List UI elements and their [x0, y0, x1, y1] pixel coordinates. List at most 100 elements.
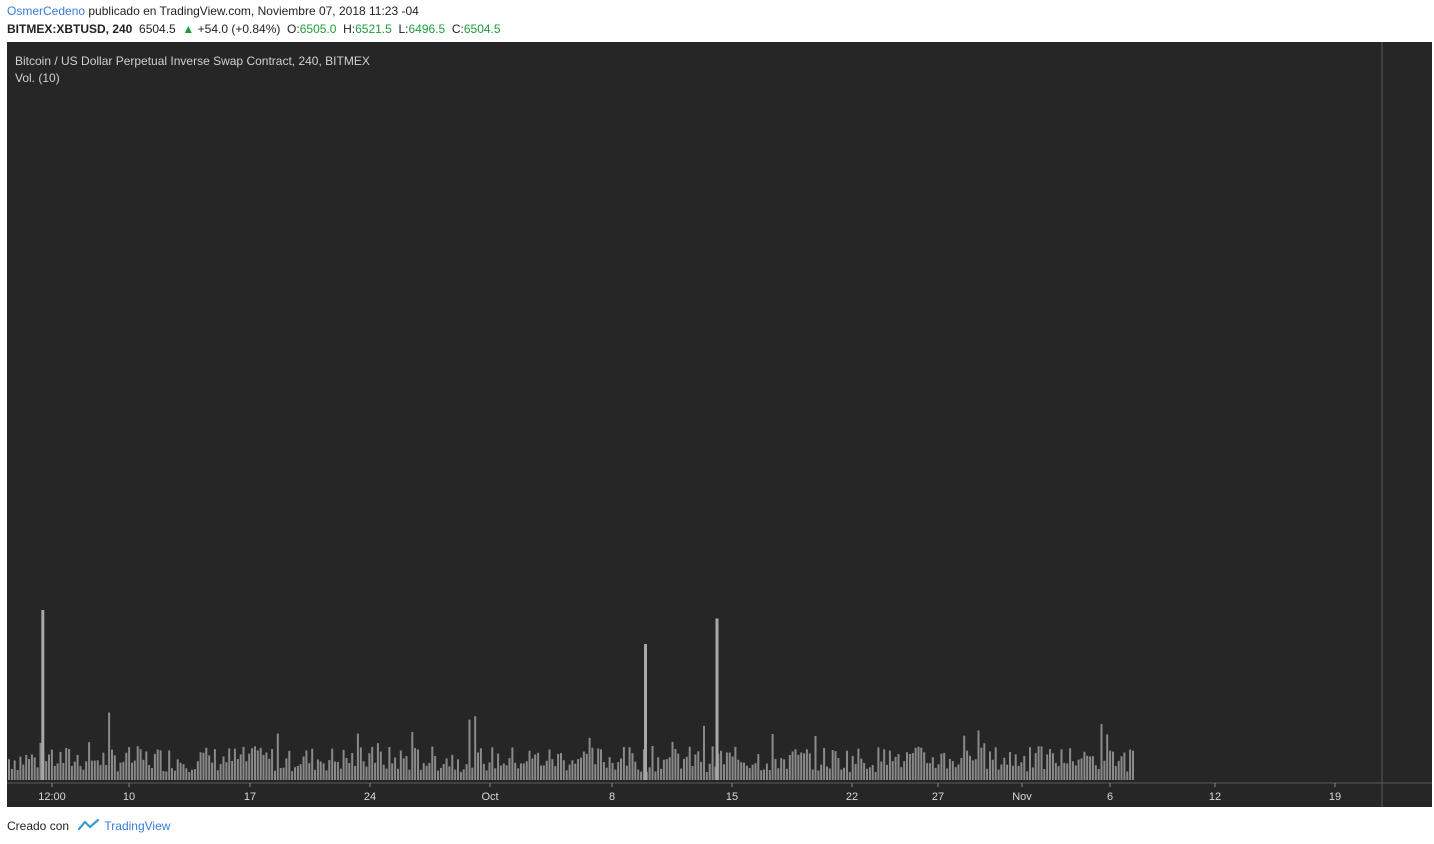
- volume-bar: [668, 757, 671, 780]
- volume-bar: [322, 763, 325, 780]
- volume-bar: [213, 749, 216, 780]
- volume-bar: [768, 770, 771, 780]
- tradingview-link[interactable]: TradingView: [104, 819, 171, 833]
- volume-bar: [1023, 755, 1026, 780]
- volume-bar: [202, 752, 205, 780]
- volume-bar: [657, 757, 660, 780]
- time-axis[interactable]: 12:00 10 17 24 Oct 8 15 22 27 Nov 6 12 19: [38, 783, 1341, 803]
- price-chart[interactable]: 5750.05800.05850.05900.05950.06000.06050…: [0, 40, 1434, 808]
- volume-bar: [491, 747, 494, 780]
- volume-bar: [857, 748, 860, 780]
- volume-bar: [462, 769, 465, 780]
- volume-bar: [662, 759, 665, 780]
- volume-bar: [837, 758, 840, 780]
- volume-bar: [242, 746, 245, 780]
- volume-bar: [582, 751, 585, 780]
- time-tick-label: 12:00: [38, 791, 66, 803]
- volume-bar: [954, 767, 957, 780]
- volume-bar: [485, 770, 488, 780]
- volume-bar: [897, 754, 900, 780]
- volume-bar: [708, 763, 711, 780]
- volume-bar: [454, 769, 457, 780]
- volume-bar: [374, 762, 377, 780]
- volume-bar: [946, 768, 949, 780]
- volume-bar: [311, 748, 314, 780]
- volume-bar: [302, 756, 305, 780]
- volume-bar: [168, 750, 171, 780]
- low-value: 6496.5: [408, 22, 446, 36]
- volume-bar: [665, 759, 668, 780]
- volume-bar: [159, 750, 162, 780]
- author-link[interactable]: OsmerCedeno: [7, 4, 86, 18]
- volume-bar: [13, 760, 16, 780]
- volume-bar: [797, 754, 800, 780]
- volume-bar: [325, 770, 328, 780]
- volume-bar: [560, 753, 562, 780]
- volume-bar: [989, 751, 991, 780]
- volume-bar: [991, 759, 994, 780]
- volume-bar: [703, 725, 705, 780]
- volume-bar: [362, 761, 365, 780]
- volume-bar: [88, 742, 91, 780]
- volume-bar: [814, 736, 817, 780]
- footer: Creado con TradingView: [7, 819, 170, 834]
- volume-bar: [339, 768, 342, 780]
- volume-bar: [99, 765, 102, 780]
- volume-bar: [745, 765, 748, 780]
- volume-bar: [482, 763, 485, 780]
- volume-bar: [674, 749, 677, 780]
- volume-bar: [417, 749, 419, 780]
- volume-bar: [216, 770, 219, 780]
- volume-bar: [751, 764, 754, 780]
- volume-bar: [439, 767, 442, 780]
- volume-bar: [285, 758, 288, 780]
- volume-bar: [854, 763, 857, 780]
- volume-bar: [917, 746, 920, 780]
- volume-bar: [211, 762, 214, 780]
- volume-bar: [153, 753, 156, 780]
- volume-bar: [477, 752, 479, 780]
- volume-bar: [1106, 734, 1109, 780]
- volume-bar: [16, 770, 19, 780]
- volume-bar: [1031, 767, 1034, 780]
- volume-bar: [817, 770, 820, 780]
- volume-bar: [720, 750, 723, 780]
- volume-bar: [276, 733, 279, 780]
- volume-bar: [502, 763, 505, 780]
- volume-bar: [334, 761, 336, 780]
- volume-bar: [1086, 755, 1089, 780]
- volume-bar: [826, 766, 828, 780]
- volume-bar: [760, 770, 763, 780]
- volume-bar: [785, 768, 788, 780]
- volume-bar: [602, 762, 605, 780]
- ticker-info: BITMEX:XBTUSD, 240 6504.5 ▲ +54.0 (+0.84…: [7, 22, 501, 36]
- open-value: 6505.0: [299, 22, 337, 36]
- volume-bar: [737, 759, 740, 780]
- volume-bar: [156, 749, 159, 780]
- volume-bar: [1011, 765, 1014, 780]
- volume-bar: [571, 760, 574, 780]
- volume-bar: [231, 761, 234, 780]
- volume-bar: [805, 749, 808, 780]
- volume-bar: [76, 755, 79, 780]
- volume-bar: [783, 759, 786, 780]
- volume-bar: [788, 755, 791, 780]
- volume-bar: [517, 768, 520, 780]
- volume-bar: [683, 758, 685, 780]
- time-tick-label: 24: [364, 791, 376, 803]
- volume-bar: [248, 753, 251, 780]
- volume-bar: [488, 762, 491, 780]
- volume-bar: [1014, 754, 1017, 780]
- volume-bar: [319, 761, 322, 780]
- publish-info: OsmerCedeno publicado en TradingView.com…: [7, 4, 419, 18]
- volume-bar: [185, 768, 188, 780]
- volume-bar: [903, 761, 906, 780]
- volume-bar: [411, 732, 414, 780]
- volume-bar: [474, 716, 477, 780]
- volume-bar: [608, 757, 611, 780]
- volume-bar: [1129, 749, 1132, 780]
- volume-bar: [625, 765, 628, 780]
- volume-bar: [757, 754, 760, 780]
- volume-bar: [711, 746, 714, 780]
- volume-bar: [642, 749, 645, 780]
